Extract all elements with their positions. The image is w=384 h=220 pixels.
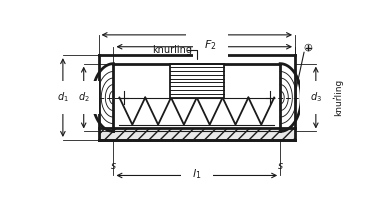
Circle shape — [305, 44, 311, 51]
Text: $d_1$: $d_1$ — [57, 91, 69, 104]
Text: s: s — [278, 161, 283, 171]
Text: s: s — [111, 161, 116, 171]
Bar — [99, 128, 295, 140]
Bar — [170, 64, 223, 97]
Text: $d_2$: $d_2$ — [78, 91, 89, 104]
Text: $d_3$: $d_3$ — [310, 91, 322, 104]
Text: $F_2$: $F_2$ — [204, 38, 217, 52]
Text: knurling: knurling — [334, 79, 343, 116]
Text: $l_1$: $l_1$ — [192, 167, 202, 181]
Circle shape — [305, 44, 312, 51]
Text: knurling: knurling — [152, 45, 192, 55]
Text: $F_1$: $F_1$ — [197, 26, 209, 40]
